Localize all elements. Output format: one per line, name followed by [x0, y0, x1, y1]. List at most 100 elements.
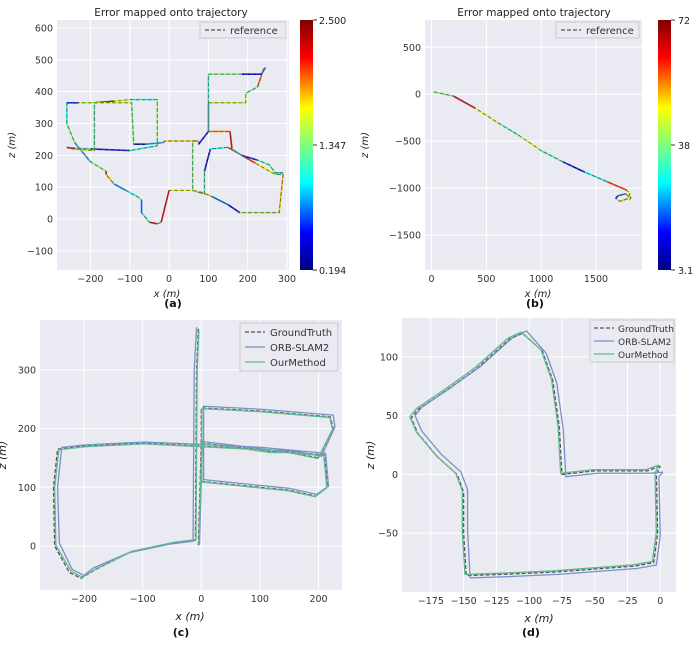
- panel-c-xtick-4: 200: [309, 594, 327, 605]
- panel-d-xtick-7: 0: [657, 596, 663, 607]
- panel-b-xtick-0: 0: [429, 274, 435, 285]
- panel-c-xtick-0: −200: [71, 594, 97, 605]
- panel-a-legend-box: [199, 21, 287, 39]
- panel-d-xlabel: x (m): [523, 612, 553, 625]
- panel-b-ytick-0: −1500: [389, 231, 421, 242]
- panel-c-xtick-2: 0: [198, 594, 204, 605]
- panel-b-legend-label: reference: [586, 26, 634, 37]
- panel-c-ylabel: z (m): [0, 441, 9, 471]
- panel-b-grid: [425, 20, 642, 270]
- panel-a-colorbar-min: 0.194: [319, 266, 346, 277]
- panel-a-series-1-segment-8: [90, 161, 107, 172]
- panel-b-ylabel: z (m): [360, 132, 371, 159]
- panel-a-ytick-2: 100: [35, 183, 53, 194]
- panel-a-ytick-7: 600: [35, 23, 53, 34]
- panel-a-ylabel: z (m): [7, 132, 18, 159]
- panel-c-GroundTruth-line: [52, 328, 334, 579]
- panel-d: −175 −150 −125 −100 −75 −50 −25 0 −50 0 50 100 Grou…: [364, 318, 676, 639]
- panel-a-ytick-4: 300: [35, 119, 53, 130]
- panel-a-title: Error mapped onto trajectory: [94, 7, 247, 19]
- panel-c-legend: GroundTruth ORB-SLAM2 OurMethod: [239, 322, 339, 372]
- panel-c-xtick-1: −100: [130, 594, 156, 605]
- panel-d-xtick-5: −50: [585, 596, 605, 607]
- panel-c-label: (c): [173, 626, 190, 639]
- panel-d-xtick-2: −125: [483, 596, 509, 607]
- panel-a-xtick-4: 200: [239, 274, 257, 285]
- panel-b-colorbar-min: 3.1: [678, 266, 692, 277]
- panel-a-colorbar-ticks: 2.500 1.347 0.194: [313, 16, 346, 277]
- panel-a-plot-area: [57, 20, 289, 270]
- panel-d-ylabel: z (m): [364, 441, 377, 471]
- panel-c-ORB-SLAM2-line: [56, 327, 336, 576]
- panel-c-ticks: −200 −100 0 100 200 0 100 200 300: [18, 365, 328, 605]
- panel-a-reference-line: [157, 67, 284, 225]
- panel-d-ytick-3: 100: [380, 352, 398, 363]
- panel-b-title: Error mapped onto trajectory: [457, 7, 610, 19]
- panel-a-xtick-2: 0: [166, 274, 172, 285]
- panel-a-xtick-1: −100: [117, 274, 143, 285]
- panel-c-series: [52, 327, 336, 579]
- panel-d-legend: GroundTruth ORB-SLAM2 OurMethod: [589, 319, 675, 363]
- panel-a-series-0-segment-20: [197, 130, 210, 145]
- panel-d-xtick-3: −100: [516, 596, 542, 607]
- panel-d-legend-box: [589, 319, 675, 363]
- panel-b-ytick-2: −500: [395, 137, 421, 148]
- panel-c-ytick-2: 200: [18, 424, 36, 435]
- panel-a-ytick-5: 400: [35, 87, 53, 98]
- panel-d-plot-area: [402, 318, 676, 592]
- panel-b-ticks: 0 500 1000 1500 −1500 −1000 −500 0 500: [389, 43, 608, 285]
- panel-b-legend-box: [555, 21, 640, 39]
- panel-c-xlabel: x (m): [174, 610, 204, 623]
- panel-d-GroundTruth-line: [410, 332, 661, 577]
- panel-a-xlabel: x (m): [153, 289, 181, 300]
- panel-a-ytick-1: 0: [47, 215, 53, 226]
- panel-d-ticks: −175 −150 −125 −100 −75 −50 −25 0 −50 0 50 100: [378, 352, 663, 607]
- panel-a: Error mapped onto trajectory −200 −100 0 10…: [7, 7, 346, 310]
- panel-a-ytick-6: 500: [35, 55, 53, 66]
- panel-a-legend-label: reference: [230, 26, 278, 37]
- panel-b-ytick-4: 500: [403, 43, 421, 54]
- panel-b-legend: reference: [555, 21, 640, 39]
- panel-a-series-0-segment-14: [211, 196, 229, 206]
- panel-c: −200 −100 0 100 200 0 100 200 300 GroundTruth OR…: [0, 320, 342, 639]
- panel-b-xlabel: x (m): [524, 289, 552, 300]
- panel-d-series: [409, 330, 664, 579]
- panel-d-ORB-SLAM2-line: [414, 330, 664, 579]
- panel-b-colorbar-mid: 38: [678, 141, 690, 152]
- panel-d-ytick-0: −50: [378, 529, 398, 540]
- panel-a-xtick-3: 100: [199, 274, 217, 285]
- panel-d-xtick-0: −175: [418, 596, 444, 607]
- panel-c-OurMethod-line: [54, 329, 334, 578]
- panel-d-legend-our: OurMethod: [618, 351, 668, 361]
- panel-a-xtick-0: −200: [77, 274, 103, 285]
- panel-b-xtick-2: 1000: [529, 274, 553, 285]
- panel-d-xtick-4: −75: [552, 596, 572, 607]
- panel-d-ytick-2: 50: [386, 411, 398, 422]
- panel-b-xtick-3: 1500: [584, 274, 608, 285]
- panel-c-ytick-3: 300: [18, 365, 36, 376]
- panel-c-ytick-1: 100: [18, 483, 36, 494]
- panel-c-xtick-3: 100: [251, 594, 269, 605]
- panel-b-colorbar: [658, 20, 671, 270]
- panel-a-xtick-5: 300: [278, 274, 296, 285]
- panel-a-colorbar: [300, 20, 313, 270]
- panel-b-ytick-1: −1000: [389, 184, 421, 195]
- panel-a-ticks: −200 −100 0 100 200 300 −100 0 100 200 300 400 500 60…: [27, 23, 296, 285]
- panel-a-legend: reference: [199, 21, 287, 39]
- panel-d-label: (d): [522, 626, 540, 639]
- panel-d-legend-orb: ORB-SLAM2: [618, 338, 671, 348]
- panel-a-series: [66, 67, 284, 225]
- panel-b-colorbar-max: 72: [678, 16, 690, 27]
- panel-d-ytick-1: 0: [392, 470, 398, 481]
- panel-b-series: [433, 91, 632, 203]
- panel-b-ytick-3: 0: [415, 90, 421, 101]
- panel-b-reference-line: [433, 91, 632, 202]
- panel-a-ytick-3: 200: [35, 151, 53, 162]
- panel-b-colorbar-ticks: 72 38 3.1: [671, 16, 692, 277]
- panel-d-legend-gt: GroundTruth: [618, 325, 674, 335]
- panel-b: Error mapped onto trajectory 0 500 1000 150…: [360, 7, 692, 310]
- panel-a-colorbar-max: 2.500: [319, 16, 346, 27]
- panel-a-ytick-0: −100: [27, 246, 53, 257]
- panel-b-xtick-1: 500: [477, 274, 495, 285]
